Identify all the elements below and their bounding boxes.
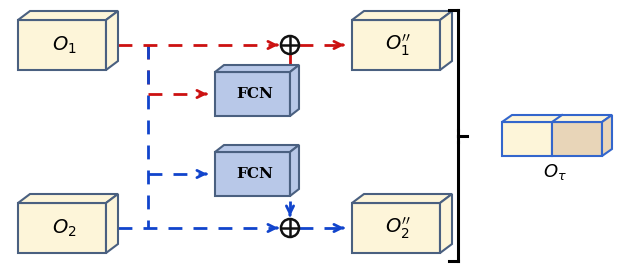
Polygon shape [18, 194, 118, 203]
Polygon shape [215, 152, 290, 196]
Polygon shape [440, 11, 452, 70]
Text: FCN: FCN [236, 87, 273, 101]
Polygon shape [18, 20, 106, 70]
Polygon shape [552, 122, 602, 156]
Text: $\mathit{O}_1^{\prime\prime}$: $\mathit{O}_1^{\prime\prime}$ [385, 32, 411, 58]
Polygon shape [215, 65, 299, 72]
Text: $\mathit{O}_2^{\prime\prime}$: $\mathit{O}_2^{\prime\prime}$ [385, 215, 411, 241]
Polygon shape [106, 11, 118, 70]
Circle shape [281, 36, 299, 54]
Polygon shape [352, 194, 452, 203]
Polygon shape [602, 115, 612, 156]
Polygon shape [215, 72, 290, 116]
Polygon shape [106, 194, 118, 253]
Polygon shape [352, 203, 440, 253]
Polygon shape [352, 20, 440, 70]
Polygon shape [502, 122, 552, 156]
Polygon shape [290, 65, 299, 116]
Circle shape [281, 219, 299, 237]
Polygon shape [18, 11, 118, 20]
Polygon shape [290, 145, 299, 196]
Text: $\mathit{O}_1$: $\mathit{O}_1$ [52, 34, 76, 56]
Polygon shape [215, 145, 299, 152]
Polygon shape [440, 194, 452, 253]
Text: $\mathit{O}_{\tau}$: $\mathit{O}_{\tau}$ [543, 162, 567, 182]
Polygon shape [502, 115, 612, 122]
Text: $\mathit{O}_2$: $\mathit{O}_2$ [52, 217, 76, 239]
Polygon shape [18, 203, 106, 253]
Text: FCN: FCN [236, 167, 273, 181]
Polygon shape [352, 11, 452, 20]
